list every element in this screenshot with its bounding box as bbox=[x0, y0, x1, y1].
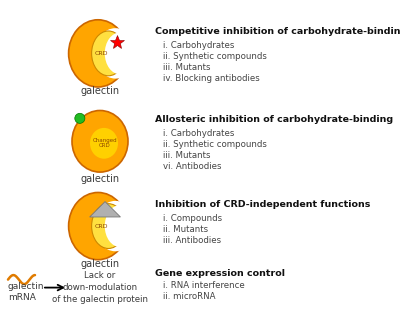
Text: Gene expression control: Gene expression control bbox=[155, 269, 285, 278]
Text: CRD: CRD bbox=[95, 51, 108, 56]
Ellipse shape bbox=[72, 111, 128, 172]
Circle shape bbox=[75, 113, 85, 123]
Ellipse shape bbox=[105, 32, 136, 74]
Text: galectin: galectin bbox=[80, 174, 120, 184]
Text: galectin
mRNA: galectin mRNA bbox=[8, 282, 44, 302]
Text: i. Compounds: i. Compounds bbox=[163, 214, 222, 223]
Text: iii. Mutants: iii. Mutants bbox=[163, 63, 210, 72]
Ellipse shape bbox=[94, 201, 136, 251]
Ellipse shape bbox=[105, 205, 136, 247]
Text: ii. Synthetic compounds: ii. Synthetic compounds bbox=[163, 140, 267, 149]
Ellipse shape bbox=[69, 20, 127, 87]
Ellipse shape bbox=[94, 28, 136, 78]
Text: i. Carbohydrates: i. Carbohydrates bbox=[163, 129, 234, 138]
Text: galectin: galectin bbox=[80, 86, 120, 96]
Text: CRD: CRD bbox=[95, 224, 108, 229]
Text: ii. Mutants: ii. Mutants bbox=[163, 225, 208, 234]
Text: vi. Antibodies: vi. Antibodies bbox=[163, 162, 222, 171]
Ellipse shape bbox=[69, 192, 127, 260]
Text: iv. Blocking antibodies: iv. Blocking antibodies bbox=[163, 74, 260, 83]
Ellipse shape bbox=[90, 128, 118, 159]
Text: Lack or
down-modulation
of the galectin protein: Lack or down-modulation of the galectin … bbox=[52, 271, 148, 304]
Text: i. Carbohydrates: i. Carbohydrates bbox=[163, 41, 234, 50]
Text: i. RNA interference: i. RNA interference bbox=[163, 281, 245, 290]
Ellipse shape bbox=[92, 204, 125, 248]
Text: Allosteric inhibition of carbohydrate-binding: Allosteric inhibition of carbohydrate-bi… bbox=[155, 115, 393, 124]
Ellipse shape bbox=[92, 31, 125, 76]
Text: Inhibition of CRD-independent functions: Inhibition of CRD-independent functions bbox=[155, 200, 370, 208]
Text: ii. Synthetic compounds: ii. Synthetic compounds bbox=[163, 52, 267, 61]
Text: iii. Mutants: iii. Mutants bbox=[163, 151, 210, 160]
Text: ii. microRNA: ii. microRNA bbox=[163, 292, 216, 301]
Text: Competitive inhibition of carbohydrate-binding: Competitive inhibition of carbohydrate-b… bbox=[155, 27, 400, 36]
Text: Changed
CRD: Changed CRD bbox=[93, 138, 117, 149]
Text: iii. Antibodies: iii. Antibodies bbox=[163, 236, 221, 245]
Polygon shape bbox=[90, 202, 120, 217]
Text: galectin: galectin bbox=[80, 259, 120, 269]
